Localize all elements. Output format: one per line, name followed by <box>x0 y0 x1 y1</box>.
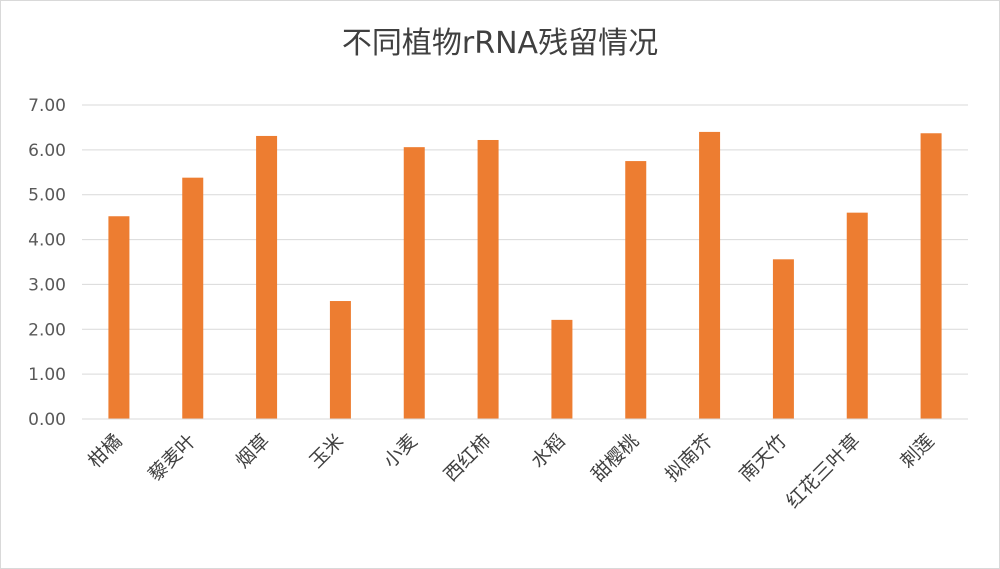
x-category-label: 甜樱桃 <box>587 430 643 486</box>
x-category-label: 烟草 <box>232 430 274 472</box>
x-category-label: 玉米 <box>306 430 348 472</box>
y-tick-label: 1.00 <box>28 365 66 385</box>
x-category-label: 柑橘 <box>84 430 126 472</box>
bar <box>625 161 647 420</box>
bar <box>551 319 573 419</box>
y-tick-label: 2.00 <box>28 320 66 340</box>
y-tick-label: 6.00 <box>28 141 66 161</box>
x-category-label: 藜麦叶 <box>144 430 200 486</box>
y-tick-label: 4.00 <box>28 231 66 251</box>
chart-title: 不同植物rRNA残留情况 <box>341 26 659 61</box>
bar <box>329 301 351 419</box>
x-category-label: 南天竹 <box>735 430 791 486</box>
y-tick-label: 0.00 <box>28 410 66 430</box>
bar <box>699 131 721 419</box>
y-tick-label: 5.00 <box>28 186 66 206</box>
x-category-label: 小麦 <box>379 430 421 472</box>
x-category-label: 刺莲 <box>896 430 938 472</box>
bar <box>920 133 942 419</box>
bar <box>403 147 425 419</box>
bar <box>477 139 499 419</box>
y-tick-label: 3.00 <box>28 275 66 295</box>
gridlines <box>82 104 968 375</box>
bar <box>108 216 130 419</box>
y-axis-ticks: 0.00 1.00 2.00 3.00 4.00 5.00 6.00 7.00 <box>28 96 66 430</box>
x-category-label: 红花三叶草 <box>782 430 865 513</box>
x-category-label: 拟南芥 <box>661 430 717 486</box>
bars <box>108 131 942 420</box>
x-category-label: 西红柿 <box>440 430 496 486</box>
x-category-label: 水稻 <box>527 430 569 472</box>
bar <box>182 177 204 419</box>
bar <box>772 259 794 419</box>
bar <box>846 212 868 419</box>
bar <box>256 135 278 420</box>
y-tick-label: 7.00 <box>28 96 66 116</box>
